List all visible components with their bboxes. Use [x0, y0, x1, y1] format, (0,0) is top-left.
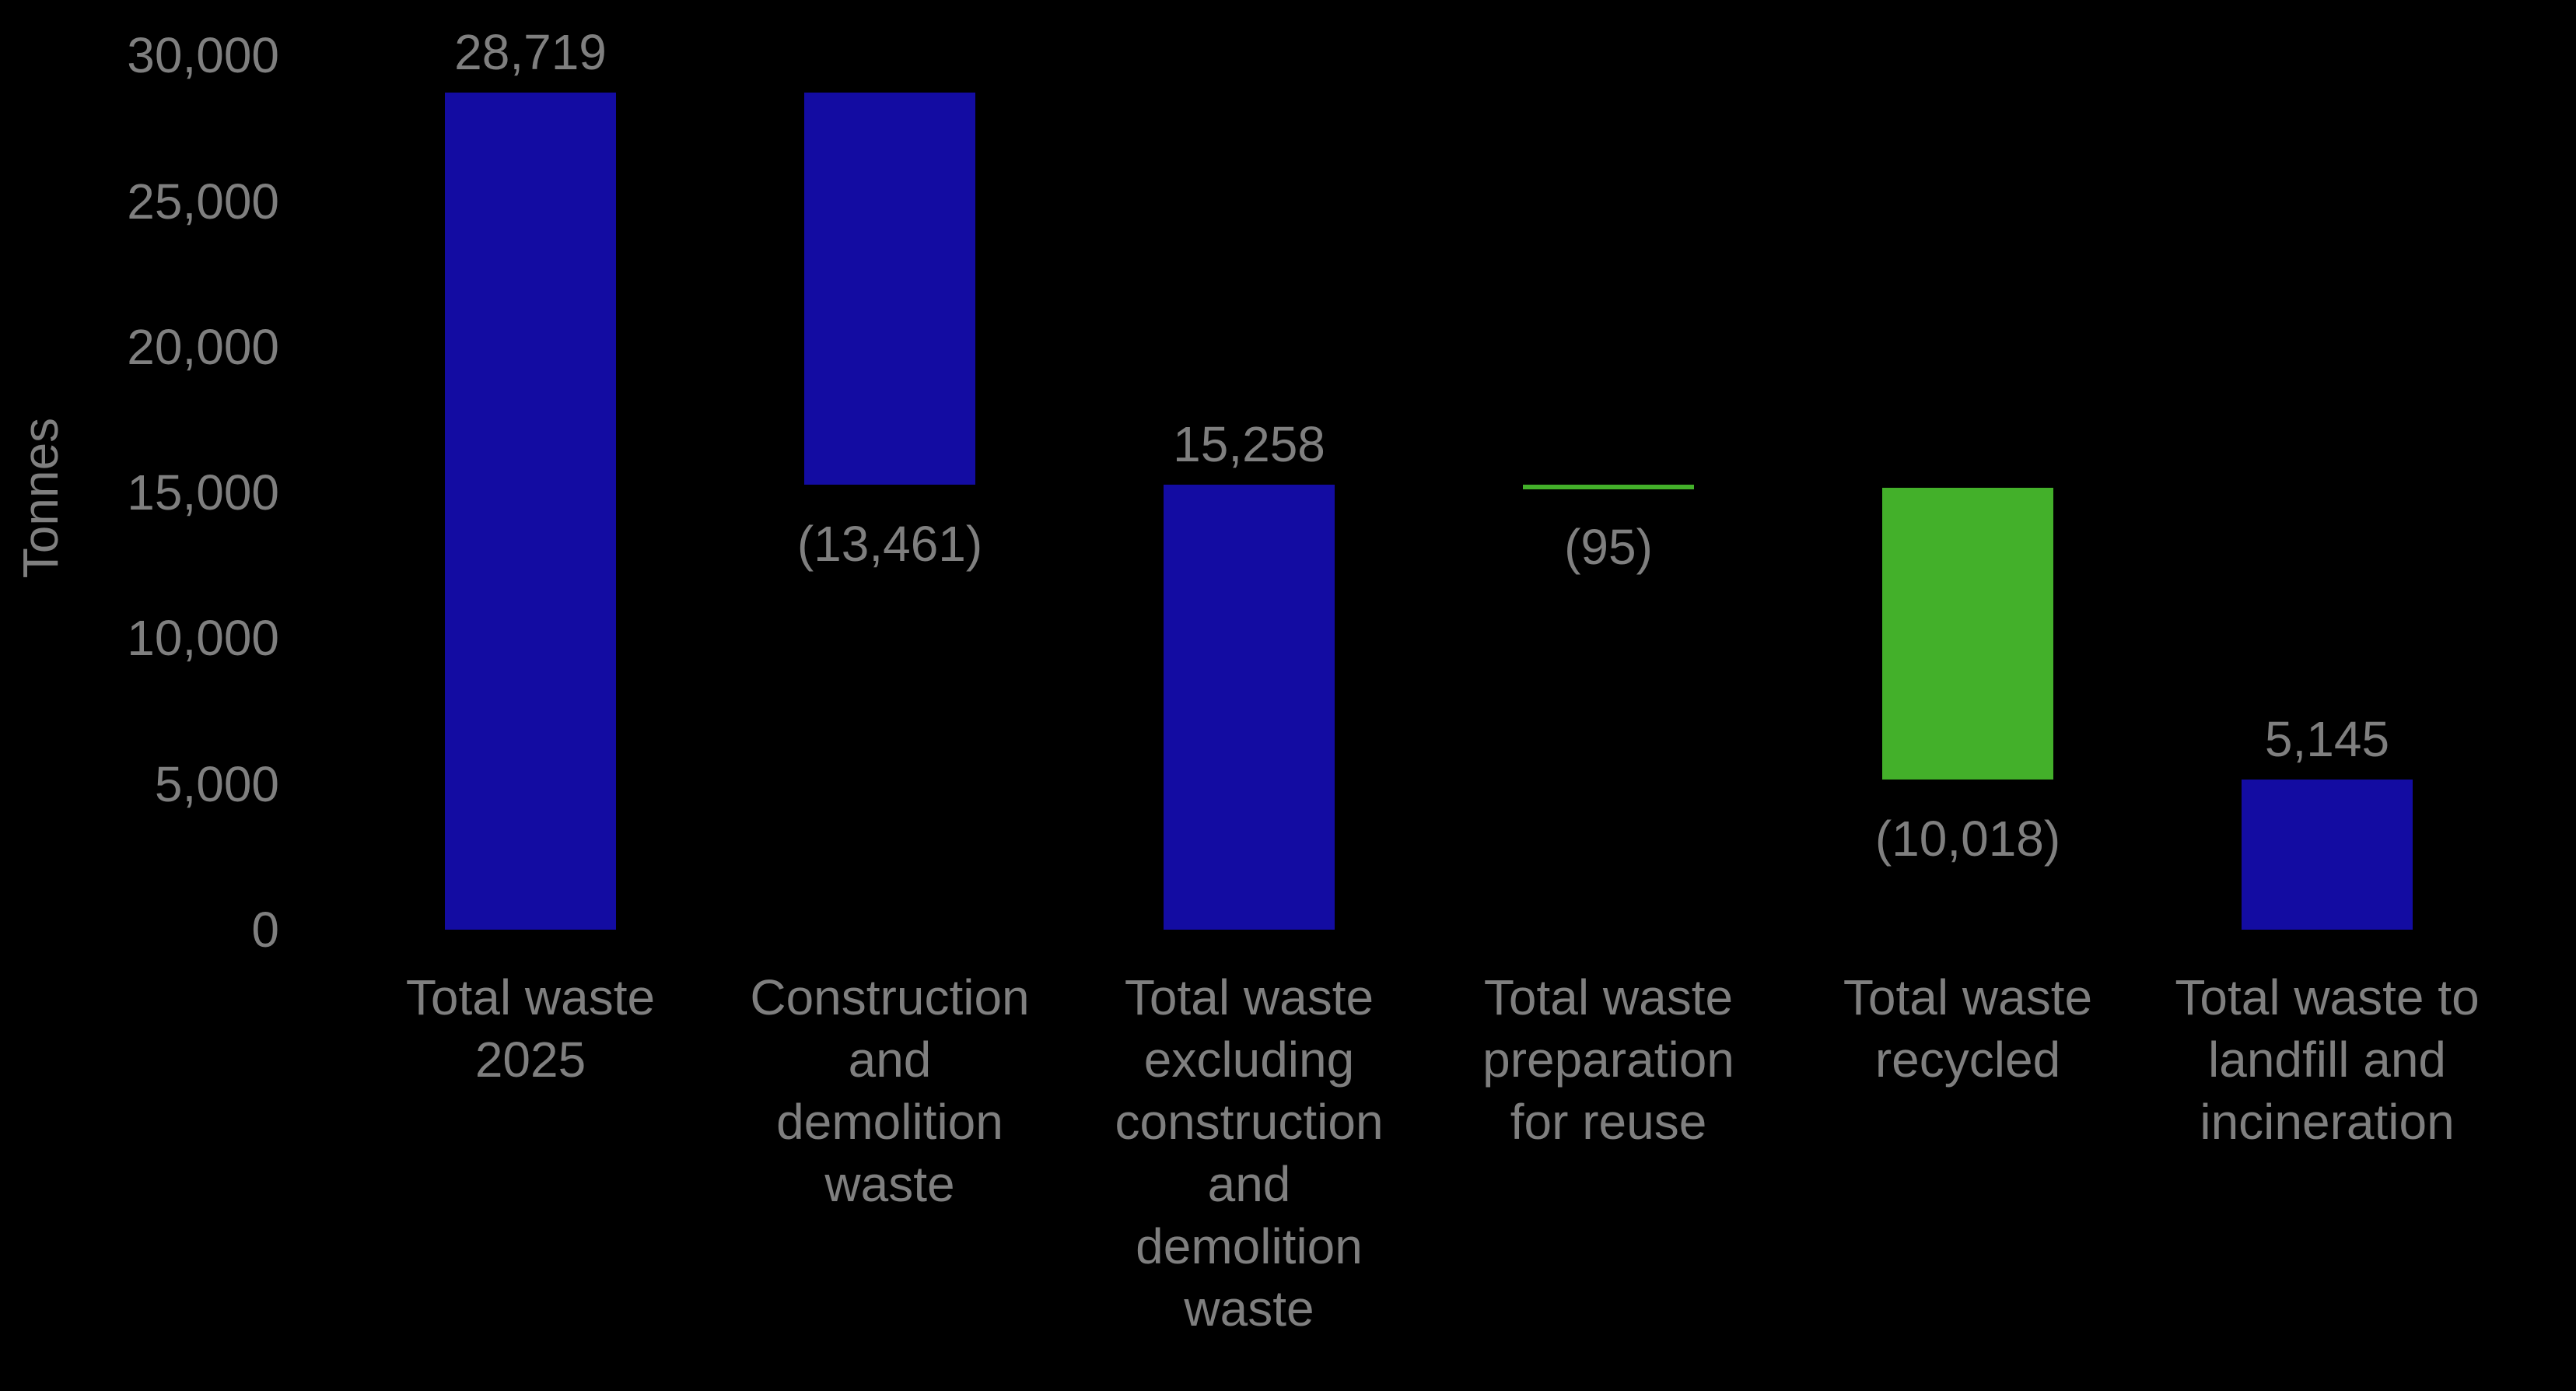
waterfall-bar: [1164, 485, 1335, 930]
category-label: Total waste preparation for reuse: [1482, 969, 1734, 1150]
value-label: 28,719: [454, 24, 607, 81]
category-label: Construction and demolition waste: [750, 969, 1030, 1212]
y-axis-tick-label: 15,000: [127, 464, 279, 521]
waterfall-bar: [445, 93, 616, 930]
y-axis-tick-label: 25,000: [127, 173, 279, 229]
category-label: Total waste to landfill and incineration: [2175, 969, 2480, 1150]
value-label: (13,461): [796, 516, 983, 573]
waterfall-bar: [1523, 485, 1694, 490]
category-label: Total waste excluding construction and d…: [1115, 969, 1384, 1337]
value-label: (10,018): [1874, 811, 2061, 867]
y-axis-tick-label: 30,000: [127, 27, 279, 84]
waterfall-bar: [1882, 487, 2053, 780]
y-axis-tick-label: 10,000: [127, 610, 279, 667]
y-axis-tick-label: 5,000: [154, 755, 279, 812]
y-axis-tick-label: 0: [251, 902, 279, 958]
value-label: (95): [1564, 518, 1653, 575]
waterfall-bar: [804, 93, 975, 485]
category-label: Total waste 2025: [405, 969, 656, 1088]
category-label: Total waste recycled: [1843, 969, 2093, 1088]
waterfall-bar: [2242, 780, 2413, 930]
y-axis-tick-label: 20,000: [127, 318, 279, 375]
value-label: 15,258: [1173, 416, 1325, 473]
value-label: 5,145: [2264, 711, 2390, 768]
